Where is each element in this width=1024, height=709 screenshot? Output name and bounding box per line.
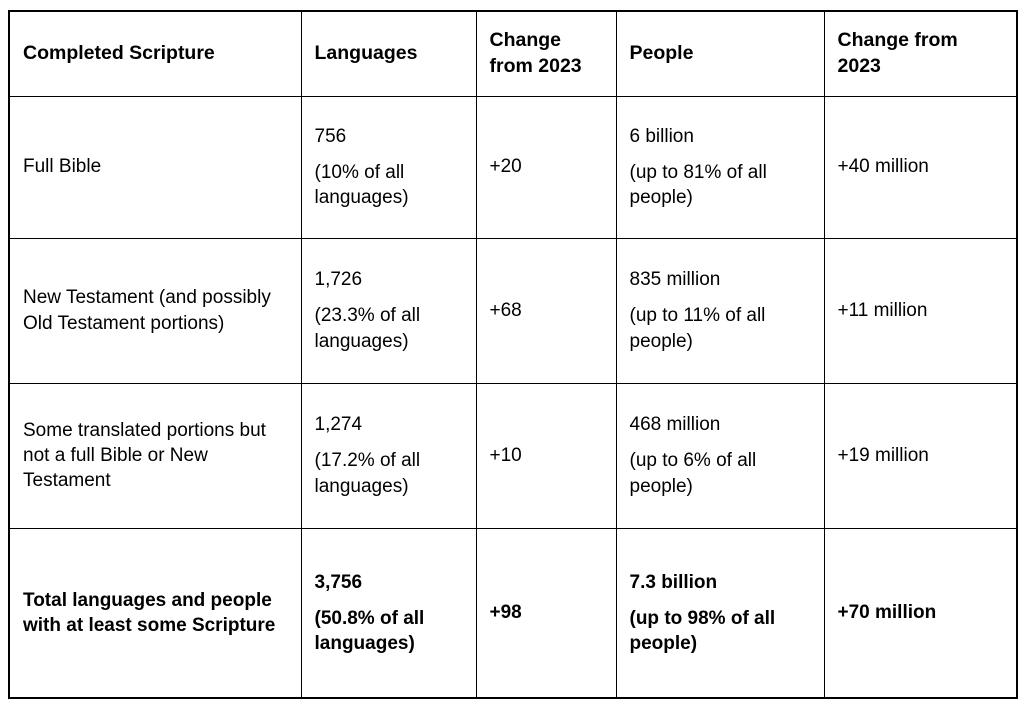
- cell-languages-change: +68: [475, 237, 617, 384]
- cell-people: 6 billion (up to 81% of all people): [615, 95, 825, 239]
- people-value: 468 million: [629, 414, 721, 436]
- cell-scripture: Some translated portions but not a full …: [8, 382, 302, 529]
- cell-languages: 1,726 (23.3% of all languages): [300, 237, 477, 384]
- people-note: (up to 98% of all people): [629, 607, 776, 654]
- cell-people-change: +40 million: [823, 95, 1018, 239]
- languages-value: 3,756: [314, 571, 363, 593]
- people-value: 6 billion: [629, 125, 694, 147]
- cell-languages: 1,274 (17.2% of all languages): [300, 382, 477, 529]
- table-row-some-portions: Some translated portions but not a full …: [8, 382, 1018, 529]
- cell-people-change: +11 million: [823, 237, 1018, 384]
- cell-scripture: Full Bible: [8, 95, 302, 239]
- table-row-new-testament: New Testament (and possibly Old Testamen…: [8, 237, 1018, 384]
- column-header-languages-change: Change from 2023: [475, 10, 617, 97]
- cell-languages: 3,756 (50.8% of all languages): [300, 527, 477, 699]
- cell-people: 7.3 billion (up to 98% of all people): [615, 527, 825, 699]
- languages-note: (17.2% of all languages): [314, 450, 421, 497]
- people-note: (up to 11% of all people): [629, 305, 766, 352]
- cell-languages-change: +20: [475, 95, 617, 239]
- cell-scripture: New Testament (and possibly Old Testamen…: [8, 237, 302, 384]
- languages-note: (10% of all languages): [314, 161, 409, 209]
- table-row-total: Total languages and people with at least…: [8, 527, 1018, 699]
- scripture-statistics-table: Completed Scripture Languages Change fro…: [8, 10, 1018, 699]
- people-value: 835 million: [629, 269, 721, 291]
- cell-languages-change: +98: [475, 527, 617, 699]
- column-header-people-change: Change from 2023: [823, 10, 1018, 97]
- cell-people-change: +70 million: [823, 527, 1018, 699]
- column-header-languages: Languages: [300, 10, 477, 97]
- languages-value: 1,726: [314, 269, 363, 291]
- cell-scripture: Total languages and people with at least…: [8, 527, 302, 699]
- cell-people: 835 million (up to 11% of all people): [615, 237, 825, 384]
- languages-value: 1,274: [314, 414, 363, 436]
- cell-languages: 756 (10% of all languages): [300, 95, 477, 239]
- table-row-full-bible: Full Bible 756 (10% of all languages) +2…: [8, 95, 1018, 239]
- people-note: (up to 81% of all people): [629, 161, 767, 209]
- people-note: (up to 6% of all people): [629, 450, 757, 497]
- languages-value: 756: [314, 125, 347, 147]
- cell-people: 468 million (up to 6% of all people): [615, 382, 825, 529]
- column-header-people: People: [615, 10, 825, 97]
- languages-note: (23.3% of all languages): [314, 305, 421, 352]
- cell-people-change: +19 million: [823, 382, 1018, 529]
- cell-languages-change: +10: [475, 382, 617, 529]
- header-row: Completed Scripture Languages Change fro…: [8, 10, 1018, 97]
- languages-note: (50.8% of all languages): [314, 607, 425, 654]
- people-value: 7.3 billion: [629, 571, 718, 593]
- column-header-completed-scripture: Completed Scripture: [8, 10, 302, 97]
